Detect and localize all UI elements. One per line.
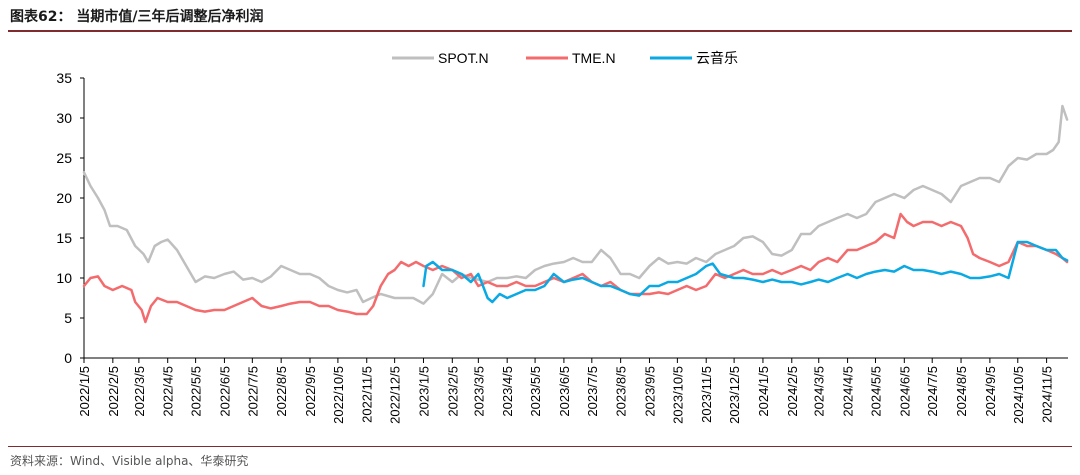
legend-label: 云音乐 — [696, 50, 738, 66]
x-tick-label: 2022/9/5 — [303, 366, 318, 417]
x-tick-label: 2022/11/5 — [360, 366, 375, 423]
x-tick-label: 2022/2/5 — [106, 366, 121, 417]
y-tick-label: 25 — [56, 150, 72, 166]
x-tick-label: 2023/10/5 — [670, 366, 685, 424]
x-tick-label: 2023/1/5 — [416, 366, 431, 417]
x-axis: 2022/1/5 2022/2/5 2022/3/5 2022/4/5 2022/5/5… — [77, 357, 1068, 424]
x-tick-label: 2024/6/5 — [897, 366, 912, 417]
series-lines — [82, 104, 1069, 324]
x-tick-label: 2022/1/5 — [77, 366, 92, 417]
y-tick-label: 10 — [56, 270, 72, 286]
series-line-2 — [422, 240, 1069, 304]
legend-label: TME.N — [572, 50, 616, 66]
series-line-0 — [82, 104, 1069, 305]
y-tick-label: 5 — [64, 310, 72, 326]
y-tick-label: 20 — [56, 190, 72, 206]
series-line-1 — [82, 212, 1069, 324]
x-tick-label: 2024/7/5 — [925, 366, 940, 417]
x-tick-label: 2022/6/5 — [217, 366, 232, 417]
legend-label: SPOT.N — [438, 50, 489, 66]
y-axis: 0 5 10 15 20 25 30 35 — [56, 70, 85, 366]
y-tick-label: 15 — [56, 230, 72, 246]
x-tick-label: 2024/5/5 — [868, 366, 883, 417]
x-tick-label: 2023/11/5 — [699, 366, 714, 423]
y-tick-label: 35 — [56, 70, 72, 86]
x-tick-label: 2024/10/5 — [1011, 366, 1026, 424]
y-tick-label: 30 — [56, 110, 72, 126]
x-tick-label: 2023/9/5 — [642, 366, 657, 417]
x-tick-label: 2024/11/5 — [1040, 366, 1055, 423]
figure-title: 图表62： 当期市值/三年后调整后净利润 — [10, 9, 264, 25]
x-tick-label: 2022/8/5 — [274, 366, 289, 417]
x-tick-label: 2024/1/5 — [756, 366, 771, 417]
x-tick-label: 2024/3/5 — [812, 366, 827, 417]
chart-legend: SPOT.N TME.N 云音乐 — [392, 50, 738, 66]
x-tick-label: 2023/5/5 — [528, 366, 543, 417]
x-tick-label: 2022/5/5 — [189, 366, 204, 417]
x-tick-label: 2023/3/5 — [471, 366, 486, 417]
x-tick-label: 2022/10/5 — [331, 366, 346, 424]
x-tick-label: 2023/8/5 — [614, 366, 629, 417]
title-bar: 图表62： 当期市值/三年后调整后净利润 — [0, 0, 1080, 32]
x-tick-label: 2024/2/5 — [785, 366, 800, 417]
x-tick-label: 2022/7/5 — [245, 366, 260, 417]
x-tick-label: 2023/12/5 — [727, 366, 742, 424]
x-tick-label: 2023/7/5 — [585, 366, 600, 417]
x-tick-label: 2022/12/5 — [388, 366, 403, 424]
x-tick-label: 2024/8/5 — [954, 366, 969, 417]
x-tick-label: 2022/4/5 — [161, 366, 176, 417]
x-tick-label: 2023/4/5 — [500, 366, 515, 417]
y-tick-label: 0 — [64, 350, 72, 366]
source-divider — [8, 446, 1072, 447]
x-tick-label: 2024/9/5 — [983, 366, 998, 417]
x-tick-label: 2024/4/5 — [841, 366, 856, 417]
title-divider — [8, 30, 1072, 32]
x-tick-label: 2022/3/5 — [132, 366, 147, 417]
source-note: 资料来源：Wind、Visible alpha、华泰研究 — [10, 454, 249, 468]
x-tick-label: 2023/2/5 — [445, 366, 460, 417]
x-tick-label: 2023/6/5 — [557, 366, 572, 417]
